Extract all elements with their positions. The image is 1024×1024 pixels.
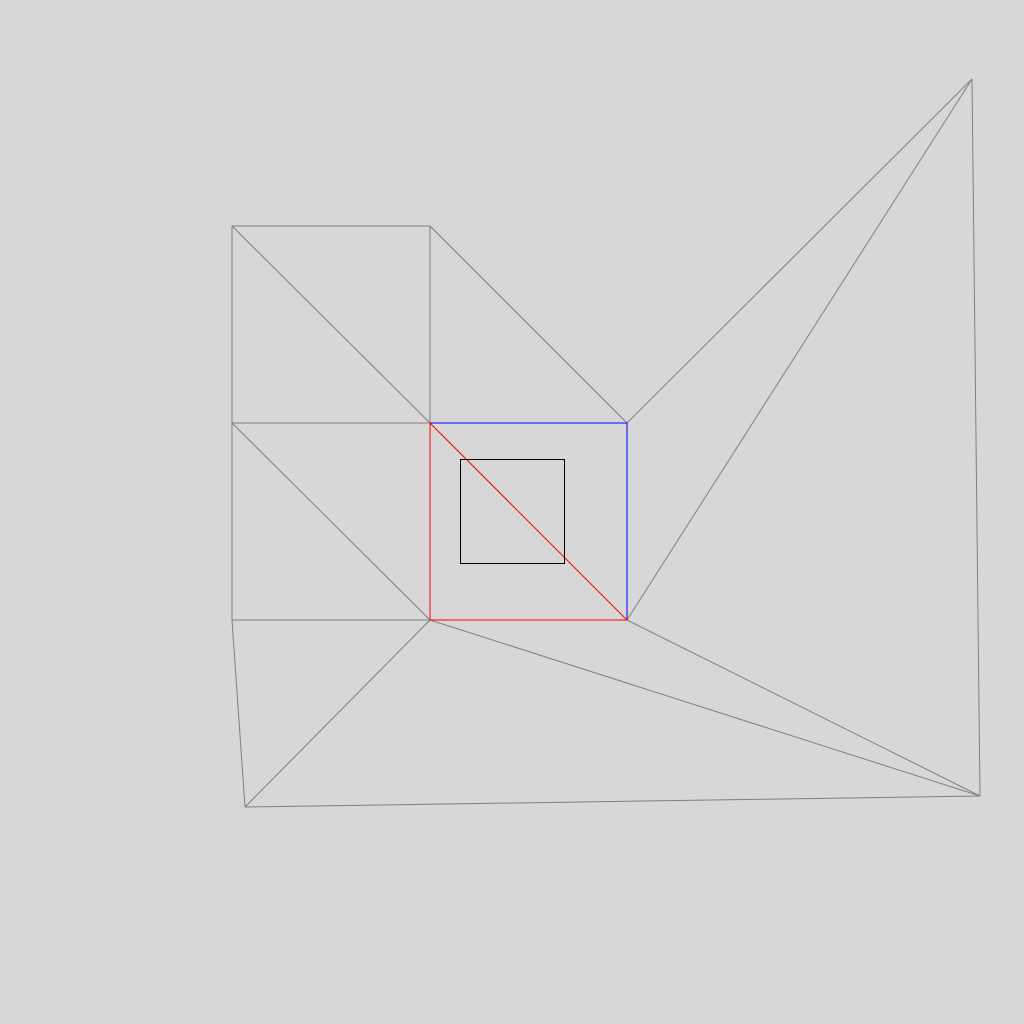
- triangle-mesh-canvas: [0, 0, 1024, 1024]
- canvas-background: [0, 0, 1024, 1024]
